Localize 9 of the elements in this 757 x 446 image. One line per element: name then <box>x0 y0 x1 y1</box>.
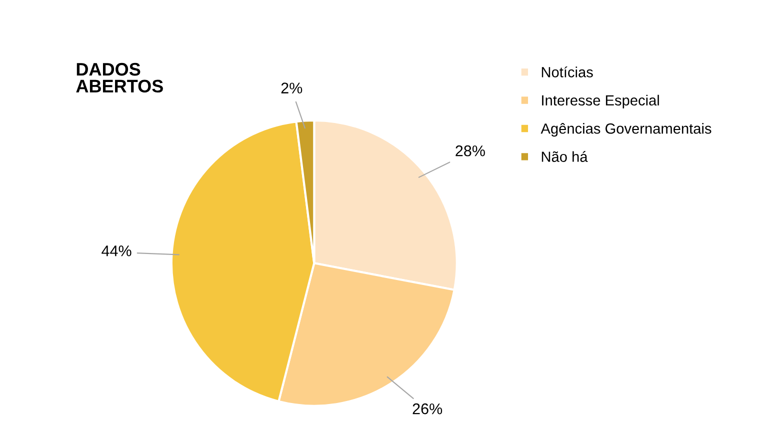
legend-label: Agências Governamentais <box>540 123 712 137</box>
data-label: 44% <box>102 246 132 256</box>
legend-label: Notícias <box>542 66 593 78</box>
data-label: 28% <box>456 145 485 156</box>
data-label: 26% <box>412 403 442 414</box>
legend-label: Interesse Especial <box>542 94 659 108</box>
chart-title: DADOS ABERTOS <box>76 62 163 93</box>
legend-label: Não há <box>542 151 588 162</box>
data-label: 2% <box>281 82 302 94</box>
